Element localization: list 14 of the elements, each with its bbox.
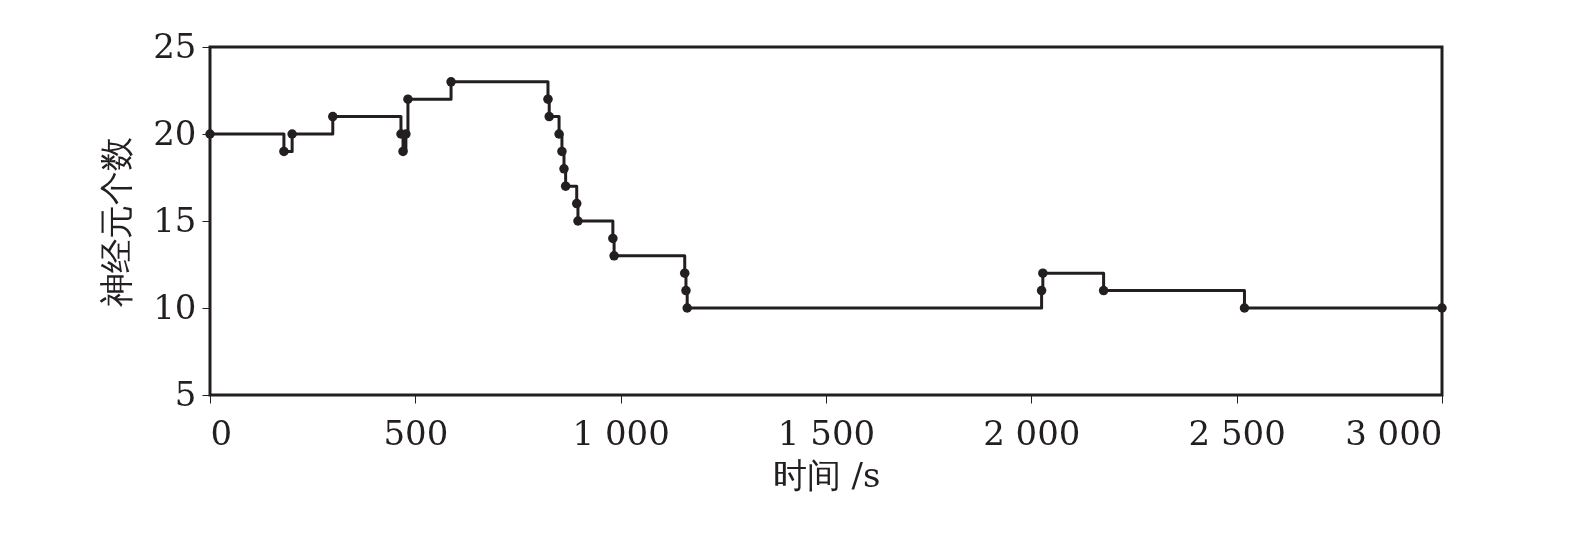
y-tick-label: 15 — [153, 199, 197, 240]
x-tick-label: 1 500 — [777, 412, 876, 453]
x-tick-label: 2 000 — [983, 412, 1081, 453]
y-tick-label: 25 — [153, 25, 197, 66]
y-tick-label: 10 — [153, 286, 197, 327]
y-axis-title: 神经元个数 — [96, 136, 137, 307]
x-tick-label: 0 — [210, 412, 233, 453]
x-tick-label: 1 000 — [572, 412, 670, 453]
y-tick-label: 20 — [153, 112, 197, 153]
x-tick-label: 3 000 — [1345, 412, 1443, 453]
x-tick-label: 500 — [383, 412, 449, 453]
y-tick-label: 5 — [174, 373, 197, 414]
x-axis-title: 时间 /s — [772, 454, 881, 495]
x-tick-label: 2 500 — [1188, 412, 1286, 453]
